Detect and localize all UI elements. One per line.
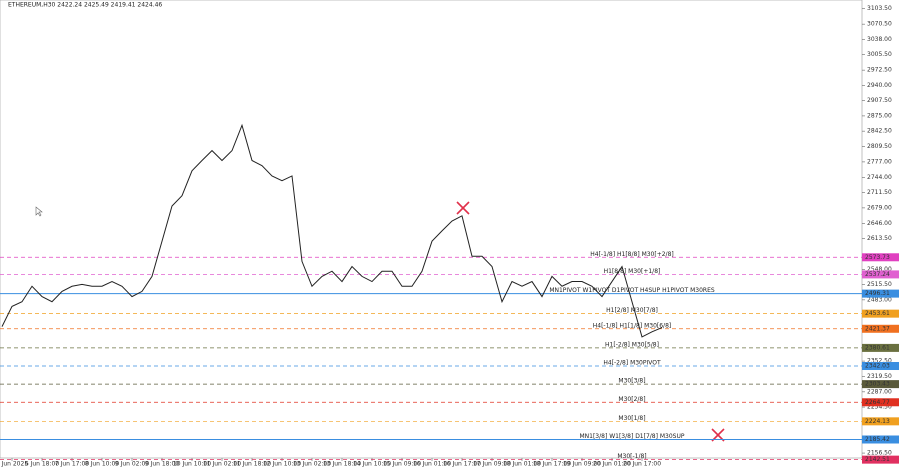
x-tick-label: 13 Jun 18:00 <box>323 461 361 468</box>
y-tick-label: 2646.00 <box>867 220 892 227</box>
level-label: M30[3/8] <box>618 378 645 385</box>
y-tick-label: 3070.50 <box>867 21 892 28</box>
x-tick-label: 17 Jun 09:00 <box>473 461 511 468</box>
x-tick-label: 14 Jun 10:00 <box>353 461 391 468</box>
price-box <box>862 362 899 371</box>
price-box-label: 2142.51 <box>865 456 890 463</box>
level-label: H1[-2/8] M30[5/8] <box>605 341 659 348</box>
price-box <box>862 455 899 464</box>
level-label: H4[-2/8] M30PIVOT <box>603 360 661 367</box>
y-tick-label: 2940.00 <box>867 82 892 89</box>
price-box-label: 2421.37 <box>865 325 890 332</box>
y-tick-label: 2875.00 <box>867 112 892 119</box>
x-tick-label: 7 Jun 17:00 <box>55 461 89 468</box>
y-tick-label: 2156.50 <box>867 450 892 457</box>
x-tick-label: 16 Jun 01:00 <box>413 461 451 468</box>
x-tick-label: 6 Jun 2025 <box>0 461 28 468</box>
price-box-label: 2537.24 <box>865 271 890 278</box>
y-tick-label: 3038.00 <box>867 36 892 43</box>
price-box-label: 2453.61 <box>865 310 890 317</box>
price-box <box>862 309 899 318</box>
x-tick-label: 18 Jun 17:00 <box>533 461 571 468</box>
x-tick-label: 18 Jun 01:00 <box>503 461 541 468</box>
price-box <box>862 253 899 262</box>
x-tick-label: 9 Jun 02:00 <box>115 461 149 468</box>
y-tick-label: 3103.50 <box>867 5 892 12</box>
x-tick-label: 19 Jun 09:00 <box>563 461 601 468</box>
price-box-label: 2496.31 <box>865 290 890 297</box>
x-tick-label: 16 Jun 17:00 <box>443 461 481 468</box>
chart-title: ETHEREUM,H30 2422.24 2425.49 2419.41 242… <box>8 2 162 9</box>
level-label: MN1[3/8] W1[3/8] D1[7/8] M30SUP <box>579 433 684 440</box>
level-label: M30[-1/8] <box>617 453 646 460</box>
x-tick-label: 11 Jun 02:00 <box>203 461 241 468</box>
price-box <box>862 398 899 407</box>
y-tick-label: 2483.00 <box>867 296 892 303</box>
y-tick-label: 2809.50 <box>867 143 892 150</box>
price-line <box>1 123 663 338</box>
y-tick-label: 2711.50 <box>867 189 892 196</box>
price-box <box>862 380 899 389</box>
y-tick-label: 2515.50 <box>867 281 892 288</box>
price-box-label: 2303.43 <box>865 381 890 388</box>
price-box-label: 2380.61 <box>865 344 890 351</box>
x-tick-label: 8 Jun 10:00 <box>85 461 119 468</box>
x-tick-label: 6 Jun 18:00 <box>25 461 59 468</box>
price-box-label: 2264.77 <box>865 399 890 406</box>
y-tick-label: 2777.00 <box>867 158 892 165</box>
y-tick-label: 2319.50 <box>867 373 892 380</box>
y-tick-label: 2254.50 <box>867 404 892 411</box>
y-tick-label: 2842.50 <box>867 128 892 135</box>
x-tick-label: 13 Jun 02:00 <box>293 461 331 468</box>
level-label: M30[2/8] <box>618 396 645 403</box>
level-label: MN1PIVOT W1PIVOT D1PIVOT H4SUP H1PIVOT M… <box>549 287 715 294</box>
y-tick-label: 2287.00 <box>867 388 892 395</box>
y-tick-label: 3005.50 <box>867 51 892 58</box>
x-tick-label: 15 Jun 09:00 <box>383 461 421 468</box>
level-label: H4[-1/8] H1[8/8] M30[+2/8] <box>590 251 674 258</box>
plot-frame <box>0 0 863 459</box>
x-tick-label: 20 Jun 17:00 <box>623 461 661 468</box>
y-tick-label: 2972.50 <box>867 67 892 74</box>
signal-marker <box>456 201 725 442</box>
price-box-label: 2573.73 <box>865 254 890 261</box>
price-box <box>862 435 899 444</box>
price-box-label: 2185.42 <box>865 436 890 443</box>
x-tick-label: 9 Jun 18:00 <box>145 461 179 468</box>
y-tick-label: 2744.00 <box>867 174 892 181</box>
price-box-label: 2224.13 <box>865 418 890 425</box>
price-box-label: 2342.03 <box>865 363 890 370</box>
cursor <box>35 206 43 217</box>
price-box <box>862 343 899 352</box>
level-label: H4[-1/8] H1[1/8] M30[6/8] <box>593 322 671 329</box>
x-tick-label: 11 Jun 18:00 <box>233 461 271 468</box>
y-tick-label: 2679.00 <box>867 204 892 211</box>
x-tick-label: 20 Jun 01:00 <box>593 461 631 468</box>
level-label: H1[8/8] M30[+1/8] <box>604 268 661 275</box>
x-tick-label: 10 Jun 10:00 <box>173 461 211 468</box>
level-label: H1[2/8] M30[7/8] <box>606 307 658 314</box>
level-label: M30[1/8] <box>618 415 645 422</box>
y-tick-label: 2352.50 <box>867 358 892 365</box>
y-tick-label: 2907.50 <box>867 97 892 104</box>
x-tick-label: 12 Jun 10:00 <box>263 461 301 468</box>
price-box <box>862 417 899 426</box>
price-box <box>862 324 899 333</box>
y-tick-label: 2613.50 <box>867 235 892 242</box>
price-box <box>862 270 899 279</box>
price-box <box>862 289 899 298</box>
y-tick-label: 2548.00 <box>867 266 892 273</box>
